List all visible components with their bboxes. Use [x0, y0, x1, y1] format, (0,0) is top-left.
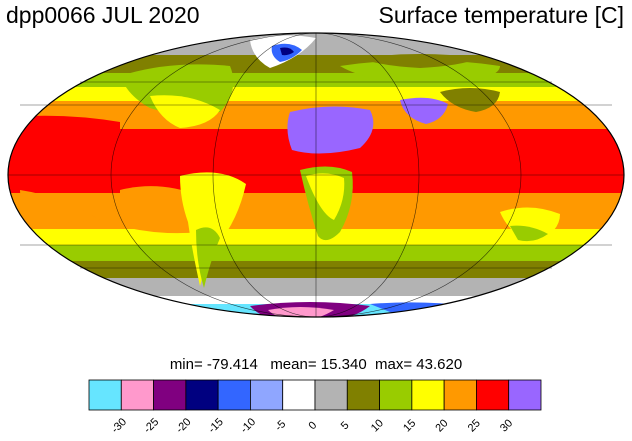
region-tibet-olive: [440, 88, 500, 112]
colorbar-bin-10: [411, 379, 445, 411]
colorbar-bin-6: [282, 379, 316, 411]
colorbar-tick-label: 0: [306, 419, 319, 432]
colorbar-bin-3: [185, 379, 219, 411]
region-siberia-olive: [360, 54, 480, 68]
colorbar-bin-13: [508, 379, 542, 411]
colorbar-tick-label: -5: [273, 418, 288, 433]
region-south-pacific-orange: [20, 190, 100, 224]
region-north-america-yellow: [150, 95, 220, 128]
min-value: -79.414: [206, 356, 258, 373]
variable-title: Surface temperature [C]: [378, 2, 624, 28]
colorbar-tick-label: 20: [433, 417, 450, 434]
colorbar-bin-8: [346, 379, 380, 411]
min-label: min=: [169, 356, 203, 373]
colorbar-bin-2: [153, 379, 187, 411]
colorbar-tick-label: -25: [142, 416, 162, 436]
colorbar-bin-9: [379, 379, 413, 411]
colorbar-tick-label: -10: [238, 416, 258, 436]
region-sahara-purple: [287, 106, 374, 154]
colorbar-tick-label: 25: [466, 417, 483, 434]
region-antarctica-pink-center: [268, 307, 334, 317]
colorbar-bin-11: [443, 379, 477, 411]
region-south-america-green: [196, 227, 220, 288]
max-label: max=: [375, 356, 413, 373]
colorbar-tick-label: 10: [369, 417, 386, 434]
map-title: dpp0066 JUL 2020: [6, 2, 200, 28]
colorbar-bin-12: [476, 379, 510, 411]
colorbar-bin-0: [88, 379, 122, 411]
colorbar-tick-label: -15: [206, 416, 226, 436]
region-australia-green: [510, 225, 548, 242]
colorbar-tick-label: 30: [498, 417, 515, 434]
colorbar-tick-label: 5: [339, 419, 352, 432]
colorbar-bin-1: [120, 379, 154, 411]
map-outline: [7, 32, 625, 318]
colorbar-tick-label: -30: [109, 416, 129, 436]
colorbar-tick-label: 15: [401, 417, 418, 434]
colorbar-tick-label: -20: [174, 416, 194, 436]
mean-value: 15.340: [320, 356, 367, 373]
region-middle-east-purple: [400, 97, 448, 124]
colorbar-bin-4: [217, 379, 251, 411]
colorbar-bin-5: [250, 379, 284, 411]
region-east-pacific-orange: [120, 186, 200, 234]
max-value: 43.620: [416, 356, 463, 373]
region-greenland-navy: [280, 47, 294, 56]
region-siberia-green: [340, 60, 500, 84]
region-africa-yellow: [306, 173, 345, 220]
colorbar-bin-7: [314, 379, 348, 411]
region-south-america-yellow: [180, 172, 246, 286]
field-statistics: min= -79.414 mean= 15.340 max= 43.620: [0, 356, 632, 373]
mean-label: mean=: [270, 356, 317, 373]
temperature-map: [7, 32, 625, 318]
region-north-america-green: [120, 64, 234, 115]
region-west-pacific-red: [8, 115, 120, 155]
